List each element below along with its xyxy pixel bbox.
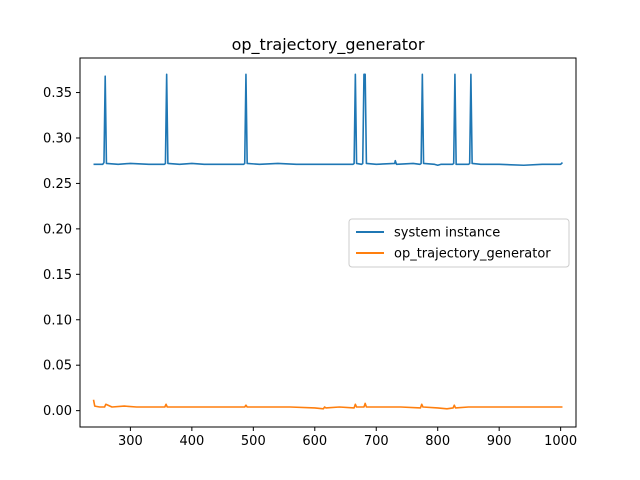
y-tick-label: 0.30 [43,131,72,146]
x-tick-label: 900 [487,434,512,449]
y-tick-label: 0.05 [43,359,72,374]
chart-title: op_trajectory_generator [232,35,425,55]
legend-label-1: system instance [394,226,500,241]
series-line-2 [92,399,563,410]
x-tick-label: 600 [302,434,327,449]
x-tick-label: 700 [364,434,389,449]
plot-area [92,73,564,410]
y-tick-label: 0.25 [43,177,72,192]
x-tick-label: 800 [425,434,450,449]
x-tick-label: 400 [179,434,204,449]
y-tick-label: 0.35 [43,86,72,101]
y-tick-label: 0.15 [43,268,72,283]
series-line-1 [93,73,564,167]
legend-box [348,218,570,268]
x-tick-label: 1000 [544,434,577,449]
axes-frame [79,57,577,428]
y-tick-label: 0.00 [43,404,72,419]
axes: 300 400 500 600 700 800 900 1000 0.00 0.05 0.10 0.1… [43,57,577,449]
y-tick-label: 0.20 [43,222,72,237]
y-tick-label: 0.10 [43,313,72,328]
x-tick-label: 300 [118,434,143,449]
legend: system instance op_trajectory_generator [348,218,570,268]
x-tick-label: 500 [241,434,266,449]
legend-label-2: op_trajectory_generator [394,247,551,262]
